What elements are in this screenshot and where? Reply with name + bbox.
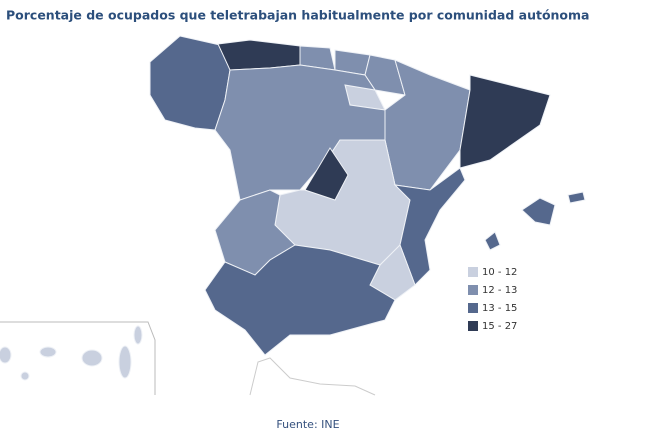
region	[133, 325, 143, 345]
region	[39, 346, 57, 358]
map-title: Porcentaje de ocupados que teletrabajan …	[6, 8, 589, 23]
region	[20, 371, 30, 381]
region	[0, 346, 12, 364]
region	[217, 39, 301, 71]
region	[81, 349, 103, 367]
region	[459, 74, 551, 169]
legend-swatch	[468, 303, 478, 313]
region	[521, 197, 556, 226]
region	[484, 231, 501, 251]
region	[304, 147, 349, 201]
legend-label: 10 - 12	[482, 267, 517, 278]
region	[204, 244, 396, 356]
region	[567, 191, 586, 204]
source: Fuente: INE	[276, 418, 339, 431]
legend-swatch	[468, 285, 478, 295]
legend-swatch	[468, 267, 478, 277]
regions	[0, 35, 586, 381]
legend-label: 15 - 27	[482, 321, 517, 332]
region	[149, 35, 231, 131]
region	[364, 54, 406, 96]
legend-swatch	[468, 321, 478, 331]
canary-inset-frame	[0, 321, 156, 395]
legend-label: 13 - 15	[482, 303, 517, 314]
africa-coast	[249, 357, 376, 396]
legend: 10 - 12 12 - 13 13 - 15 15 - 27	[468, 267, 517, 332]
region	[118, 345, 132, 379]
region	[393, 167, 466, 286]
legend-label: 12 - 13	[482, 285, 517, 296]
